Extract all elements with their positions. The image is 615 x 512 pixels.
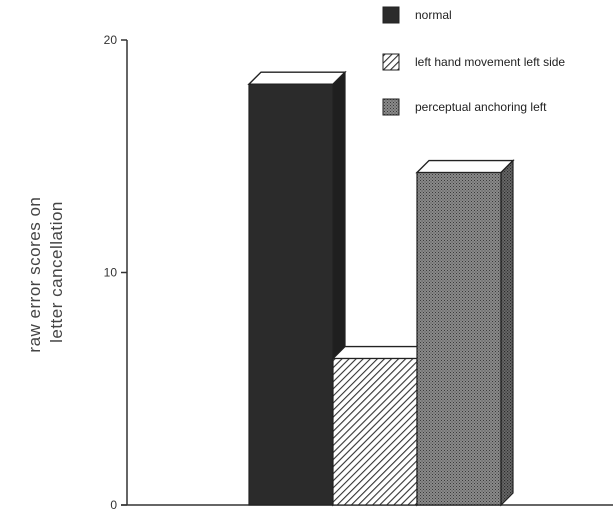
bar-left-hand-movement — [331, 345, 431, 507]
y-tick-label: 10 — [104, 266, 118, 280]
y-tick-label: 0 — [110, 498, 117, 512]
bar-normal-front — [248, 83, 334, 506]
bar-left-hand-movement-front — [332, 357, 418, 506]
bar-perceptual-anchoring-side — [500, 159, 514, 507]
legend-swatch — [382, 53, 400, 71]
legend-item-perceptual-anchoring: perceptual anchoring left — [382, 98, 547, 116]
y-axis-ticks: 0 10 20 — [104, 33, 127, 512]
legend-label: normal — [415, 8, 452, 22]
bar-perceptual-anchoring — [415, 159, 515, 507]
legend-item-left-hand-movement: left hand movement left side — [382, 53, 565, 71]
legend-swatch — [382, 98, 400, 116]
legend-label: left hand movement left side — [415, 55, 565, 69]
y-tick-label: 20 — [104, 33, 118, 47]
legend-item-normal: normal — [382, 6, 452, 24]
bars — [247, 70, 515, 507]
legend-swatch — [382, 6, 400, 24]
bar-left-hand-movement-top — [331, 345, 431, 360]
y-axis-title-line-2: letter cancellation — [47, 201, 66, 343]
y-axis-title-line-1: raw error scores on — [25, 197, 44, 353]
y-axis-title: raw error scores on letter cancellation — [25, 191, 66, 352]
bar-perceptual-anchoring-top — [415, 159, 515, 174]
bar-normal — [247, 70, 347, 507]
bar-perceptual-anchoring-front — [416, 171, 502, 506]
bar-normal-top — [247, 71, 347, 85]
legend-label: perceptual anchoring left — [415, 100, 547, 114]
legend: normal left hand movement left side percep… — [382, 6, 565, 116]
